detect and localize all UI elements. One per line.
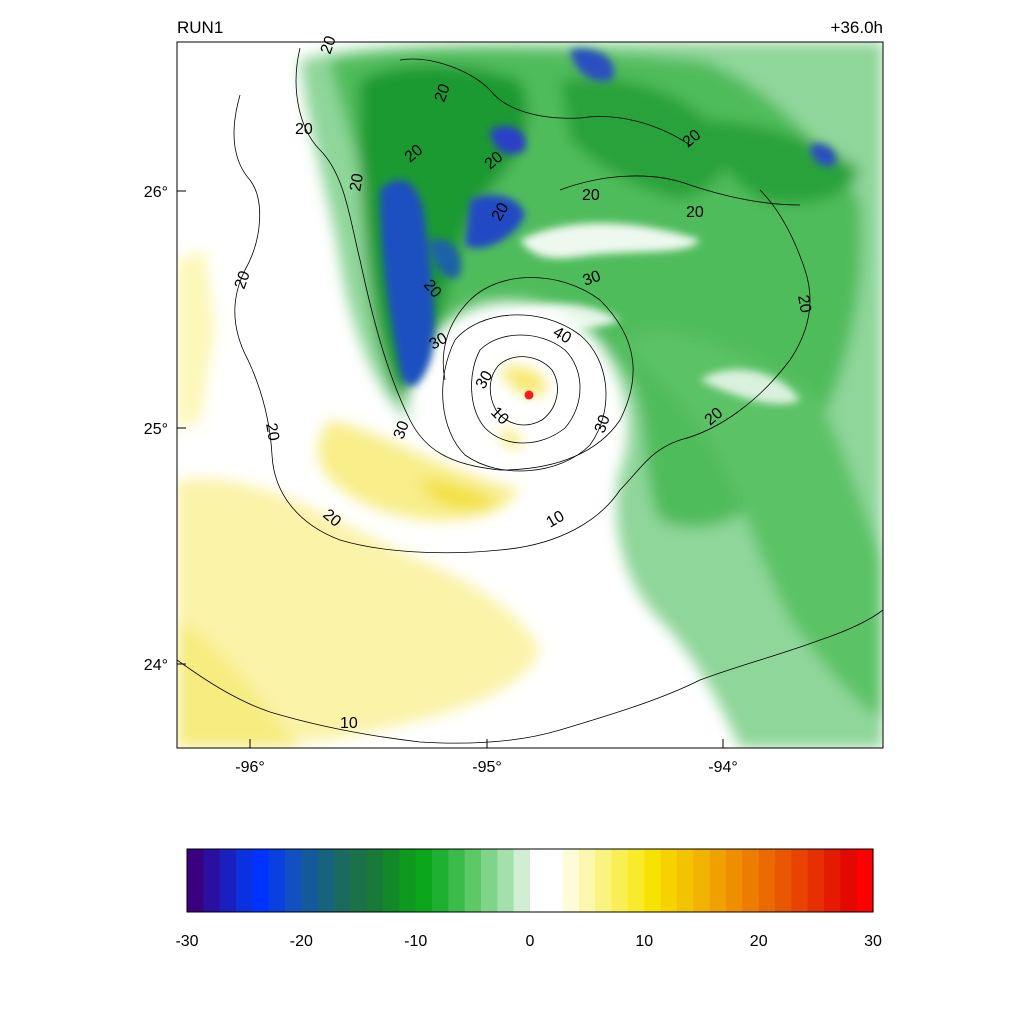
colorbar-cell xyxy=(317,849,335,912)
colorbar-cell xyxy=(775,849,792,912)
colorbar-cell xyxy=(399,849,417,912)
colorbar-cell xyxy=(203,849,221,912)
lat-tick-label: 25° xyxy=(144,421,168,438)
colorbar-cell xyxy=(285,849,302,912)
colorbar-tick-label: 30 xyxy=(864,933,882,950)
latitude-axis: 26° 25° 24° xyxy=(144,184,186,674)
colorbar-cell xyxy=(366,849,384,912)
colorbar-cell xyxy=(595,849,613,912)
contour-label: 40 xyxy=(550,324,574,348)
forecast-hour: +36.0h xyxy=(831,18,883,37)
contour-label: 20 xyxy=(318,34,340,57)
contour-label: 10 xyxy=(544,508,568,532)
contour-label: 10 xyxy=(340,715,358,732)
colorbar-cell xyxy=(481,849,498,912)
lon-tick-label: -95° xyxy=(472,759,502,776)
colorbar-cell xyxy=(856,849,874,912)
colorbar-tick-label: 20 xyxy=(750,933,768,950)
contour-label: 20 xyxy=(262,422,282,443)
colorbar-cell xyxy=(742,849,760,912)
colorbar-frame xyxy=(186,848,874,913)
lat-tick-label: 24° xyxy=(144,657,168,674)
colorbar-cell xyxy=(579,849,596,912)
contour-label: 20 xyxy=(489,200,513,224)
colorbar-tick-label: 10 xyxy=(635,933,653,950)
contour-label: 20 xyxy=(686,204,704,221)
colorbar-cell xyxy=(644,849,662,912)
contour-label: 20 xyxy=(794,294,814,315)
contour-label: 30 xyxy=(427,330,451,354)
colorbar-cell xyxy=(840,849,858,912)
contour-label: 20 xyxy=(432,82,454,105)
contour-label: 30 xyxy=(473,368,497,392)
colorbar-cell xyxy=(415,849,433,912)
colorbar-cell xyxy=(513,849,531,912)
run-title: RUN1 xyxy=(177,18,223,37)
shaded-field xyxy=(177,42,883,748)
contour-label: 20 xyxy=(232,269,254,292)
colorbar-ticks: -30 -20 -10 0 10 20 30 xyxy=(175,933,882,950)
contour-label: 20 xyxy=(295,121,313,138)
lon-tick-label: -94° xyxy=(708,759,738,776)
colorbar-cell xyxy=(350,849,368,912)
colorbar-cell xyxy=(546,849,564,912)
contour-label: 20 xyxy=(582,187,600,204)
map-frame xyxy=(176,41,884,749)
colorbar-cell xyxy=(824,849,841,912)
colorbar-cell xyxy=(530,849,547,912)
colorbar-cell xyxy=(268,849,286,912)
colorbar-cell xyxy=(562,849,580,912)
colorbar-cell xyxy=(219,849,237,912)
lat-tick-label: 26° xyxy=(144,184,168,201)
contour-label: 30 xyxy=(391,419,413,442)
colorbar-cell xyxy=(693,849,711,912)
colorbar-cell xyxy=(383,849,400,912)
colorbar-cell xyxy=(807,849,825,912)
colorbar-cell xyxy=(448,849,466,912)
colorbar-cell xyxy=(497,849,515,912)
lon-tick-label: -96° xyxy=(235,759,265,776)
colorbar-cell xyxy=(334,849,351,912)
colorbar-tick-label: -10 xyxy=(404,933,427,950)
colorbar-tick-label: 0 xyxy=(526,933,535,950)
longitude-axis: -96° -95° -94° xyxy=(235,739,738,776)
contour-label: 20 xyxy=(347,172,367,193)
colorbar-cell xyxy=(677,849,694,912)
colorbar-tick-label: -30 xyxy=(175,933,198,950)
colorbar: -30 -20 -10 0 10 20 30 xyxy=(175,848,882,950)
colorbar-cell xyxy=(252,849,270,912)
storm-center-marker xyxy=(524,390,534,400)
colorbar-cell xyxy=(464,849,482,912)
colorbar-tick-label: -20 xyxy=(290,933,313,950)
colorbar-cell xyxy=(660,849,678,912)
colorbar-cell xyxy=(301,849,319,912)
colorbar-cell xyxy=(726,849,743,912)
colorbar-cell xyxy=(236,849,253,912)
colorbar-cell xyxy=(611,849,629,912)
map-panel: 20 20 20 20 20 20 20 20 20 20 20 20 20 2… xyxy=(144,34,884,776)
contour-label: 30 xyxy=(592,413,614,436)
colorbar-cell xyxy=(187,849,204,912)
contour-lines xyxy=(177,47,883,744)
contour-label: 30 xyxy=(581,268,604,290)
colorbar-cells xyxy=(187,849,874,912)
colorbar-cell xyxy=(758,849,776,912)
colorbar-cell xyxy=(709,849,727,912)
colorbar-cell xyxy=(791,849,809,912)
colorbar-cell xyxy=(628,849,645,912)
colorbar-cell xyxy=(432,849,449,912)
